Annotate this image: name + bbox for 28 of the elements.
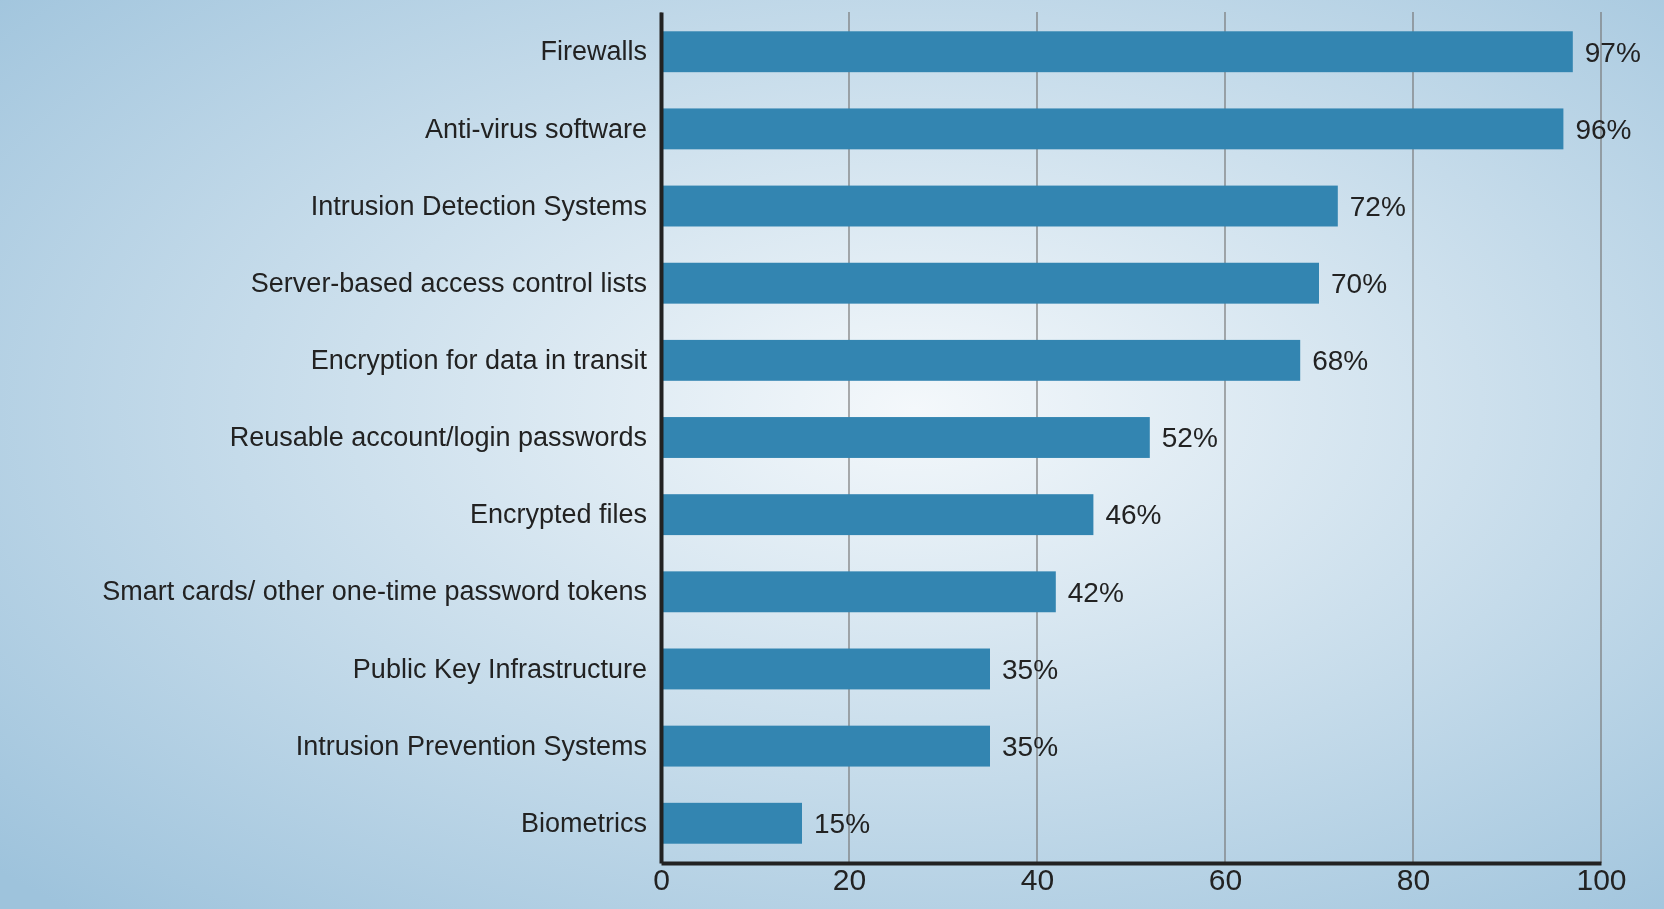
data-label: 52% — [1161, 422, 1218, 454]
x-tick-label: 80 — [1396, 863, 1431, 897]
data-label: 68% — [1312, 345, 1369, 377]
y-tick-label: Firewalls — [540, 36, 647, 67]
y-tick-label: Encryption for data in transit — [310, 344, 648, 375]
data-label: 97% — [1584, 36, 1641, 68]
y-tick-label: Intrusion Prevention Systems — [295, 730, 647, 761]
y-tick-label: Reusable account/login passwords — [229, 422, 647, 453]
y-tick-label: Encrypted files — [469, 499, 647, 530]
y-tick-label: Smart cards/ other one-time password tokens — [102, 576, 647, 607]
y-tick-label: Server-based access control lists — [250, 267, 647, 298]
data-label: 35% — [1002, 730, 1059, 762]
x-tick-label: 100 — [1576, 863, 1627, 897]
data-label: 96% — [1575, 113, 1632, 145]
y-tick-label: Intrusion Detection Systems — [310, 190, 647, 221]
data-label: 42% — [1067, 576, 1124, 608]
data-label: 70% — [1331, 267, 1388, 299]
y-tick-label: Public Key Infrastructure — [352, 653, 647, 684]
x-tick-label: 60 — [1208, 863, 1243, 897]
data-label: 35% — [1002, 653, 1059, 685]
x-tick-label: 20 — [832, 863, 867, 897]
y-tick-label: Biometrics — [520, 807, 647, 838]
data-label: 72% — [1349, 190, 1406, 222]
y-tick-label: Anti-virus software — [424, 113, 647, 144]
data-label: 15% — [814, 808, 871, 840]
x-tick-label: 0 — [653, 863, 670, 897]
x-tick-label: 40 — [1020, 863, 1055, 897]
data-label: 46% — [1105, 499, 1162, 531]
